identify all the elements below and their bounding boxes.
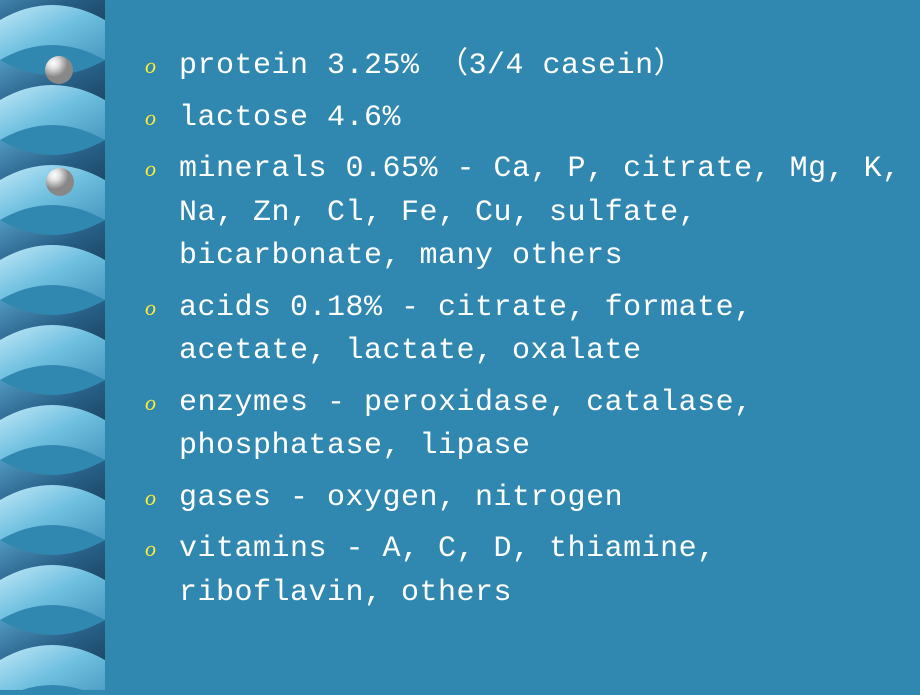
- item-text: acids 0.18% - citrate, formate, acetate,…: [179, 287, 905, 374]
- list-item: o enzymes - peroxidase, catalase, phosph…: [145, 382, 905, 469]
- bullet-marker: o: [145, 536, 161, 562]
- list-item: o vitamins - A, C, D, thiamine, riboflav…: [145, 528, 905, 615]
- list-item: o minerals 0.65% - Ca, P, citrate, Mg, K…: [145, 148, 905, 279]
- list-item: o protein 3.25% （3/4 casein）: [145, 45, 905, 89]
- bullet-marker: o: [145, 156, 161, 182]
- helix-decoration: [0, 0, 105, 690]
- bullet-marker: o: [145, 485, 161, 511]
- item-text: gases - oxygen, nitrogen: [179, 477, 623, 521]
- item-text: vitamins - A, C, D, thiamine, riboflavin…: [179, 528, 905, 615]
- item-text: minerals 0.65% - Ca, P, citrate, Mg, K, …: [179, 148, 905, 279]
- bullet-marker: o: [145, 295, 161, 321]
- bullet-marker: o: [145, 53, 161, 79]
- bullet-marker: o: [145, 105, 161, 131]
- list-item: o gases - oxygen, nitrogen: [145, 477, 905, 521]
- item-text: enzymes - peroxidase, catalase, phosphat…: [179, 382, 905, 469]
- list-item: o acids 0.18% - citrate, formate, acetat…: [145, 287, 905, 374]
- item-text: lactose 4.6%: [179, 97, 401, 141]
- item-text: protein 3.25% （3/4 casein）: [179, 45, 684, 89]
- content-list: o protein 3.25% （3/4 casein） o lactose 4…: [145, 45, 905, 623]
- bullet-marker: o: [145, 390, 161, 416]
- list-item: o lactose 4.6%: [145, 97, 905, 141]
